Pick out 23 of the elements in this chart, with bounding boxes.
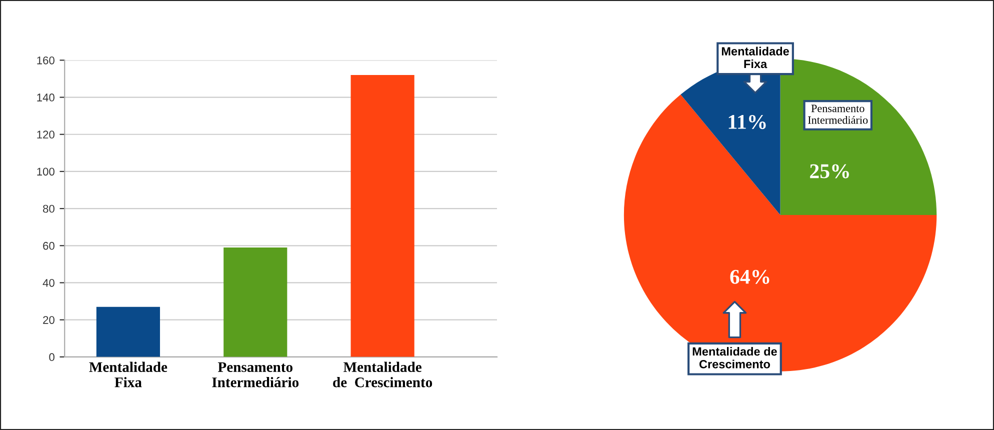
x-tick-label: Pensamento Intermediário bbox=[212, 362, 299, 388]
y-tick-label: 120 bbox=[37, 130, 54, 139]
pie-slice bbox=[780, 58, 937, 215]
slice-label: Mentalidade de Crescimento bbox=[692, 346, 777, 368]
y-tick-label: 40 bbox=[42, 278, 54, 287]
data-label: 64% bbox=[730, 270, 770, 284]
slice-label: Mentalidade Fixa bbox=[722, 46, 789, 68]
y-tick-label: 160 bbox=[37, 56, 54, 64]
bar bbox=[224, 247, 288, 357]
pie-slice bbox=[624, 94, 937, 372]
x-tick-label: Mentalidade Fixa bbox=[89, 362, 168, 388]
data-label: 11% bbox=[728, 114, 766, 130]
data-label: 25% bbox=[810, 164, 849, 178]
y-tick-label: 0 bbox=[49, 353, 54, 362]
y-tick-label: 140 bbox=[37, 94, 54, 102]
bar bbox=[96, 306, 160, 357]
y-tick-label: 60 bbox=[43, 242, 54, 250]
bar bbox=[350, 75, 414, 357]
y-tick-label: 100 bbox=[37, 168, 54, 176]
slice-label: Pensamento Intermediário bbox=[808, 104, 868, 124]
x-tick-label: Mentalidade de Crescimento bbox=[333, 362, 432, 388]
y-tick-label: 80 bbox=[43, 204, 54, 213]
y-tick-label: 20 bbox=[43, 316, 54, 324]
